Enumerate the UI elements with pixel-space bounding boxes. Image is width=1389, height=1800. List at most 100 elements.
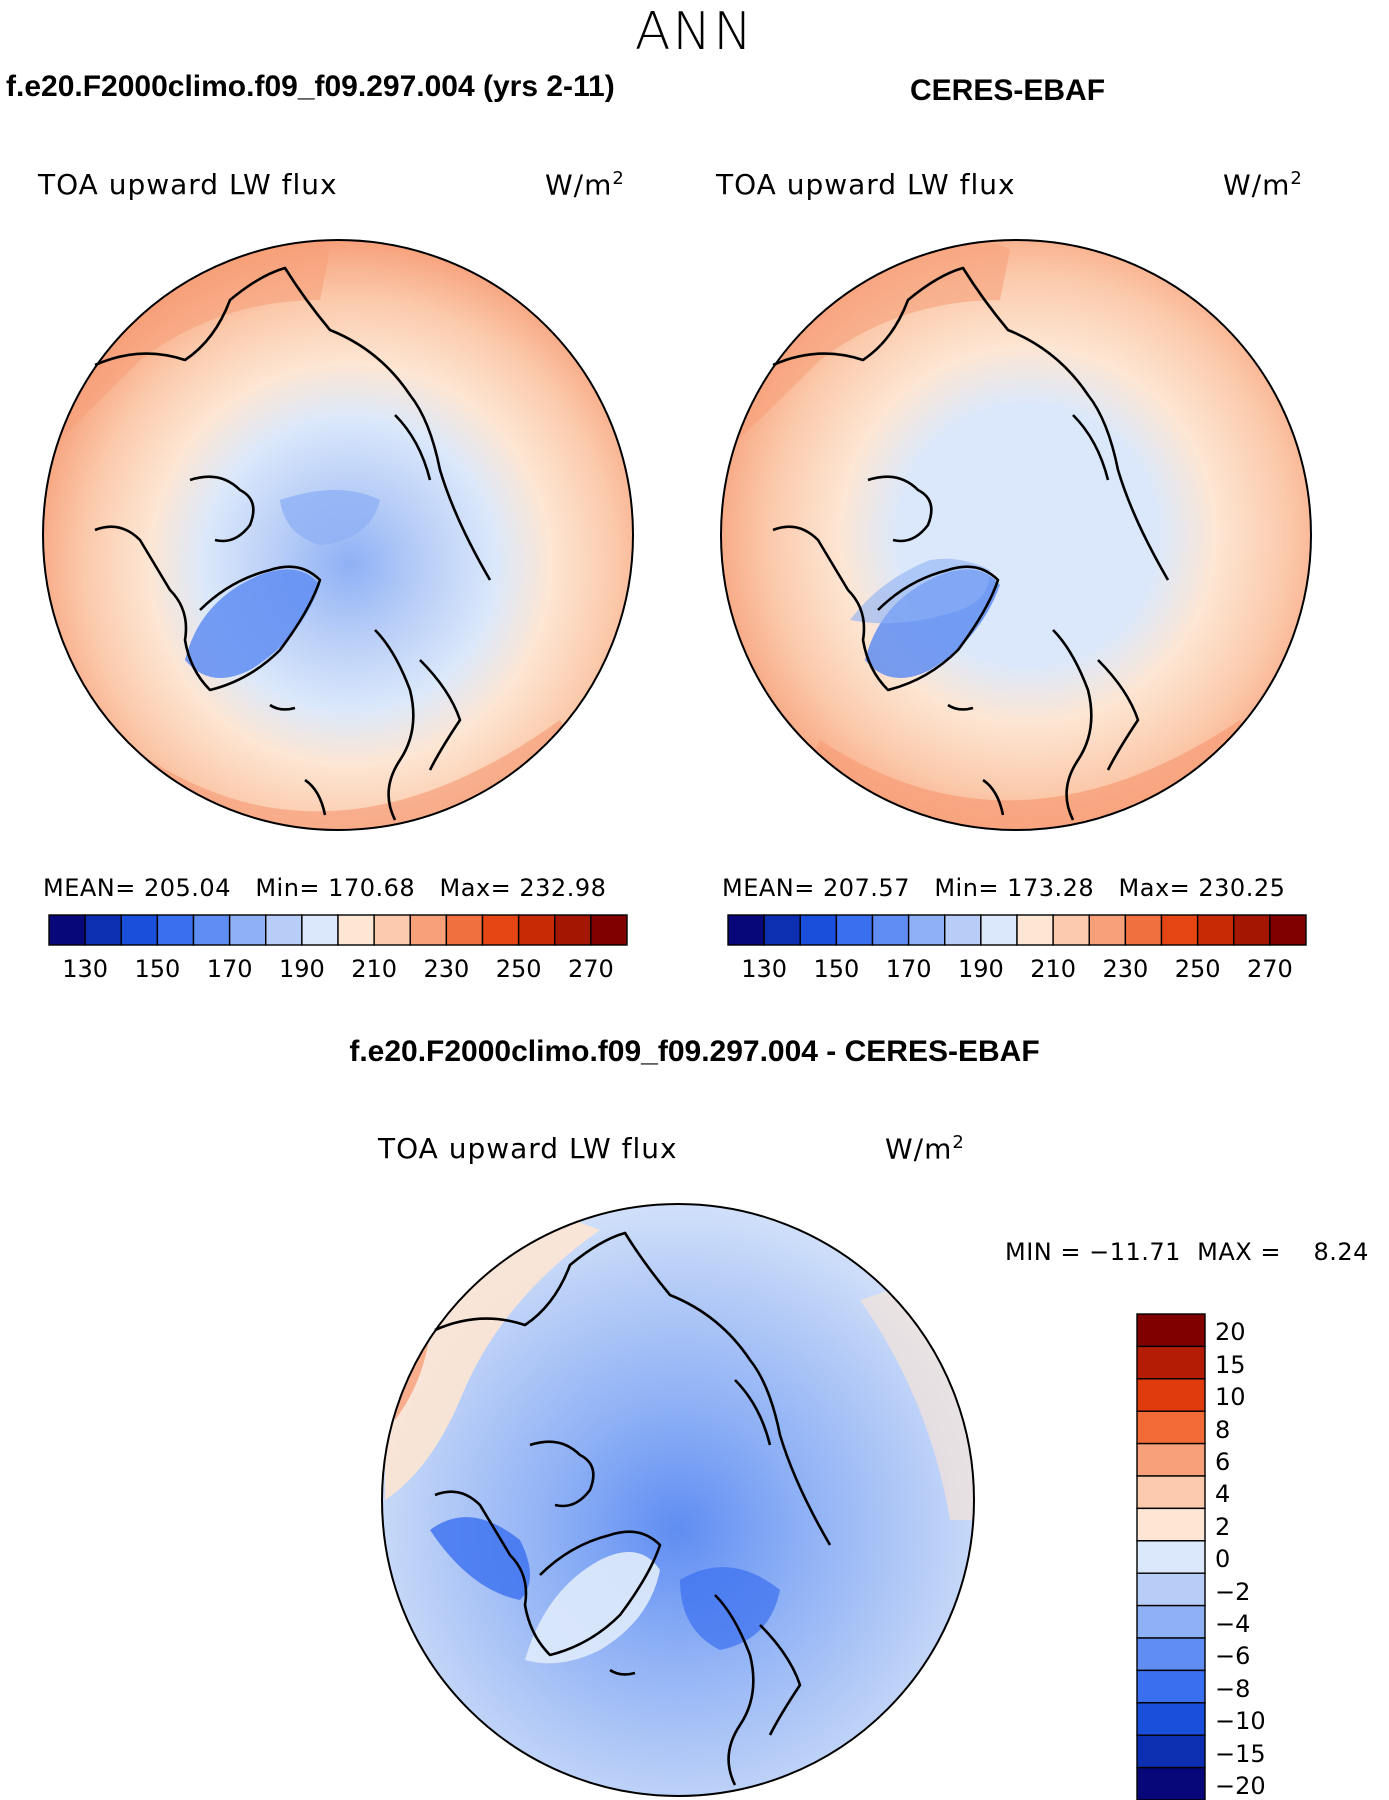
map2-warm-edge [738, 240, 1010, 440]
colorbar3-tick-label: 2 [1215, 1512, 1231, 1541]
colorbar3-swatch [1136, 1637, 1206, 1672]
map3-coastlines [434, 1231, 832, 1786]
colorbar3-swatch [1136, 1604, 1206, 1639]
colorbar1-tick-label: 270 [567, 955, 614, 983]
colorbar-panel3 [1136, 1313, 1206, 1800]
map2-background [721, 240, 1311, 830]
panel2-variable-label: TOA upward LW flux [716, 168, 1016, 201]
colorbar1-tick-label: 150 [134, 955, 181, 983]
map3-border [381, 1203, 975, 1797]
colorbar1-swatch [590, 914, 628, 946]
colorbar2-swatch [1124, 914, 1163, 946]
colorbar3-tick-label: −10 [1215, 1707, 1266, 1736]
colorbar3-swatch [1136, 1540, 1206, 1574]
colorbar2-swatch [1196, 914, 1235, 946]
colorbar2-swatch [1052, 914, 1090, 946]
panel3-units-label: W/m2 [885, 1132, 965, 1166]
colorbar-panel1 [48, 914, 628, 946]
colorbar2-swatch [1233, 914, 1271, 946]
colorbar2-tick-label: 250 [1174, 955, 1221, 983]
colorbar1-tick-label: 210 [351, 955, 398, 983]
panel1-variable-label: TOA upward LW flux [38, 168, 338, 201]
colorbar2-tick-label: 150 [813, 955, 860, 983]
colorbar1-swatch [409, 914, 448, 946]
colorbar1-swatch [84, 914, 122, 946]
colorbar2-swatch [907, 914, 946, 946]
panel1-units-label: W/m2 [545, 168, 625, 202]
colorbar1-swatch [156, 914, 195, 946]
colorbar1-swatch [337, 914, 375, 946]
colorbar1-swatch [192, 914, 231, 946]
colorbar2-tick-label: 210 [1030, 955, 1077, 983]
colorbar1-swatch [373, 914, 411, 946]
colorbar3-swatch [1136, 1507, 1206, 1542]
colorbar3-swatch [1136, 1766, 1206, 1800]
colorbar3-swatch [1136, 1475, 1206, 1510]
map2-coastlines [772, 266, 1170, 821]
colorbar3-swatch [1136, 1669, 1206, 1704]
season-title: ANN [634, 2, 755, 62]
colorbar1-swatch [48, 914, 86, 946]
colorbar3-swatch [1136, 1378, 1206, 1412]
panel3-case-title: f.e20.F2000climo.f09_f09.297.004 - CERES… [349, 1035, 1040, 1068]
colorbar2-swatch [799, 914, 838, 946]
colorbar2-tick-label: 230 [1102, 955, 1149, 983]
colorbar2-swatch [1160, 914, 1199, 946]
map2-greenland-mid [850, 558, 990, 624]
colorbar3-tick-label: 0 [1215, 1545, 1231, 1574]
colorbar2-swatch [871, 914, 910, 946]
colorbar2-swatch [1088, 914, 1127, 946]
colorbar1-tick-label: 170 [206, 955, 253, 983]
panel2-case-title: CERES-EBAF [910, 74, 1106, 107]
colorbar3-swatch [1136, 1734, 1206, 1769]
colorbar3-swatch [1136, 1345, 1206, 1380]
panel3-stats: MIN = −11.71 MAX = 8.24 [1005, 1238, 1369, 1266]
colorbar3-tick-label: −20 [1215, 1772, 1266, 1800]
colorbar2-swatch [763, 914, 801, 946]
colorbar1-swatch [517, 914, 556, 946]
colorbar1-tick-label: 250 [495, 955, 542, 983]
colorbar1-swatch [228, 914, 267, 946]
colorbar3-swatch [1136, 1572, 1206, 1607]
colorbar3-swatch [1136, 1442, 1206, 1477]
colorbar1-tick-label: 230 [423, 955, 470, 983]
colorbar2-swatch [1269, 914, 1307, 946]
colorbar1-swatch [554, 914, 592, 946]
panel1-stats: MEAN= 205.04 Min= 170.68 Max= 232.98 [43, 874, 607, 902]
colorbar2-swatch [835, 914, 874, 946]
map1-arctic-low [280, 490, 380, 545]
colorbar3-tick-label: 8 [1215, 1415, 1231, 1444]
colorbar3-tick-label: 10 [1215, 1383, 1246, 1412]
colorbar3-tick-label: −8 [1215, 1674, 1251, 1703]
colorbar3-swatch [1136, 1702, 1206, 1736]
map3-warm-northwest [385, 1215, 600, 1500]
colorbar3-tick-label: −4 [1215, 1610, 1251, 1638]
colorbar3-tick-label: −6 [1215, 1642, 1251, 1671]
colorbar2-swatch [944, 914, 982, 946]
colorbar1-swatch [445, 914, 484, 946]
colorbar2-tick-label: 270 [1246, 955, 1293, 983]
colorbar2-tick-label: 190 [957, 955, 1004, 983]
colorbar1-swatch [120, 914, 159, 946]
colorbar1-swatch [265, 914, 303, 946]
colorbar-panel2 [727, 914, 1307, 946]
colorbar3-tick-label: 20 [1215, 1318, 1246, 1347]
colorbar1-tick-label: 130 [62, 955, 109, 983]
colorbar2-swatch [1016, 914, 1054, 946]
colorbar3-tick-label: 15 [1215, 1350, 1246, 1379]
panel2-units-label: W/m2 [1223, 168, 1303, 202]
colorbar3-tick-label: −2 [1215, 1577, 1251, 1606]
colorbar2-swatch [980, 914, 1018, 946]
map1-greenland-low [185, 569, 320, 678]
colorbar3-tick-label: 6 [1215, 1448, 1231, 1476]
map1-border [42, 239, 634, 831]
colorbar3-tick-label: 4 [1215, 1480, 1231, 1509]
colorbar2-tick-label: 130 [741, 955, 788, 983]
colorbar1-swatch [301, 914, 339, 946]
map2-border [720, 239, 1312, 831]
panel1-case-title: f.e20.F2000climo.f09_f09.297.004 (yrs 2-… [6, 70, 615, 103]
colorbar2-tick-label: 170 [885, 955, 932, 983]
map-panel3 [381, 1203, 975, 1797]
map3-greenland-streaks [525, 1552, 660, 1664]
